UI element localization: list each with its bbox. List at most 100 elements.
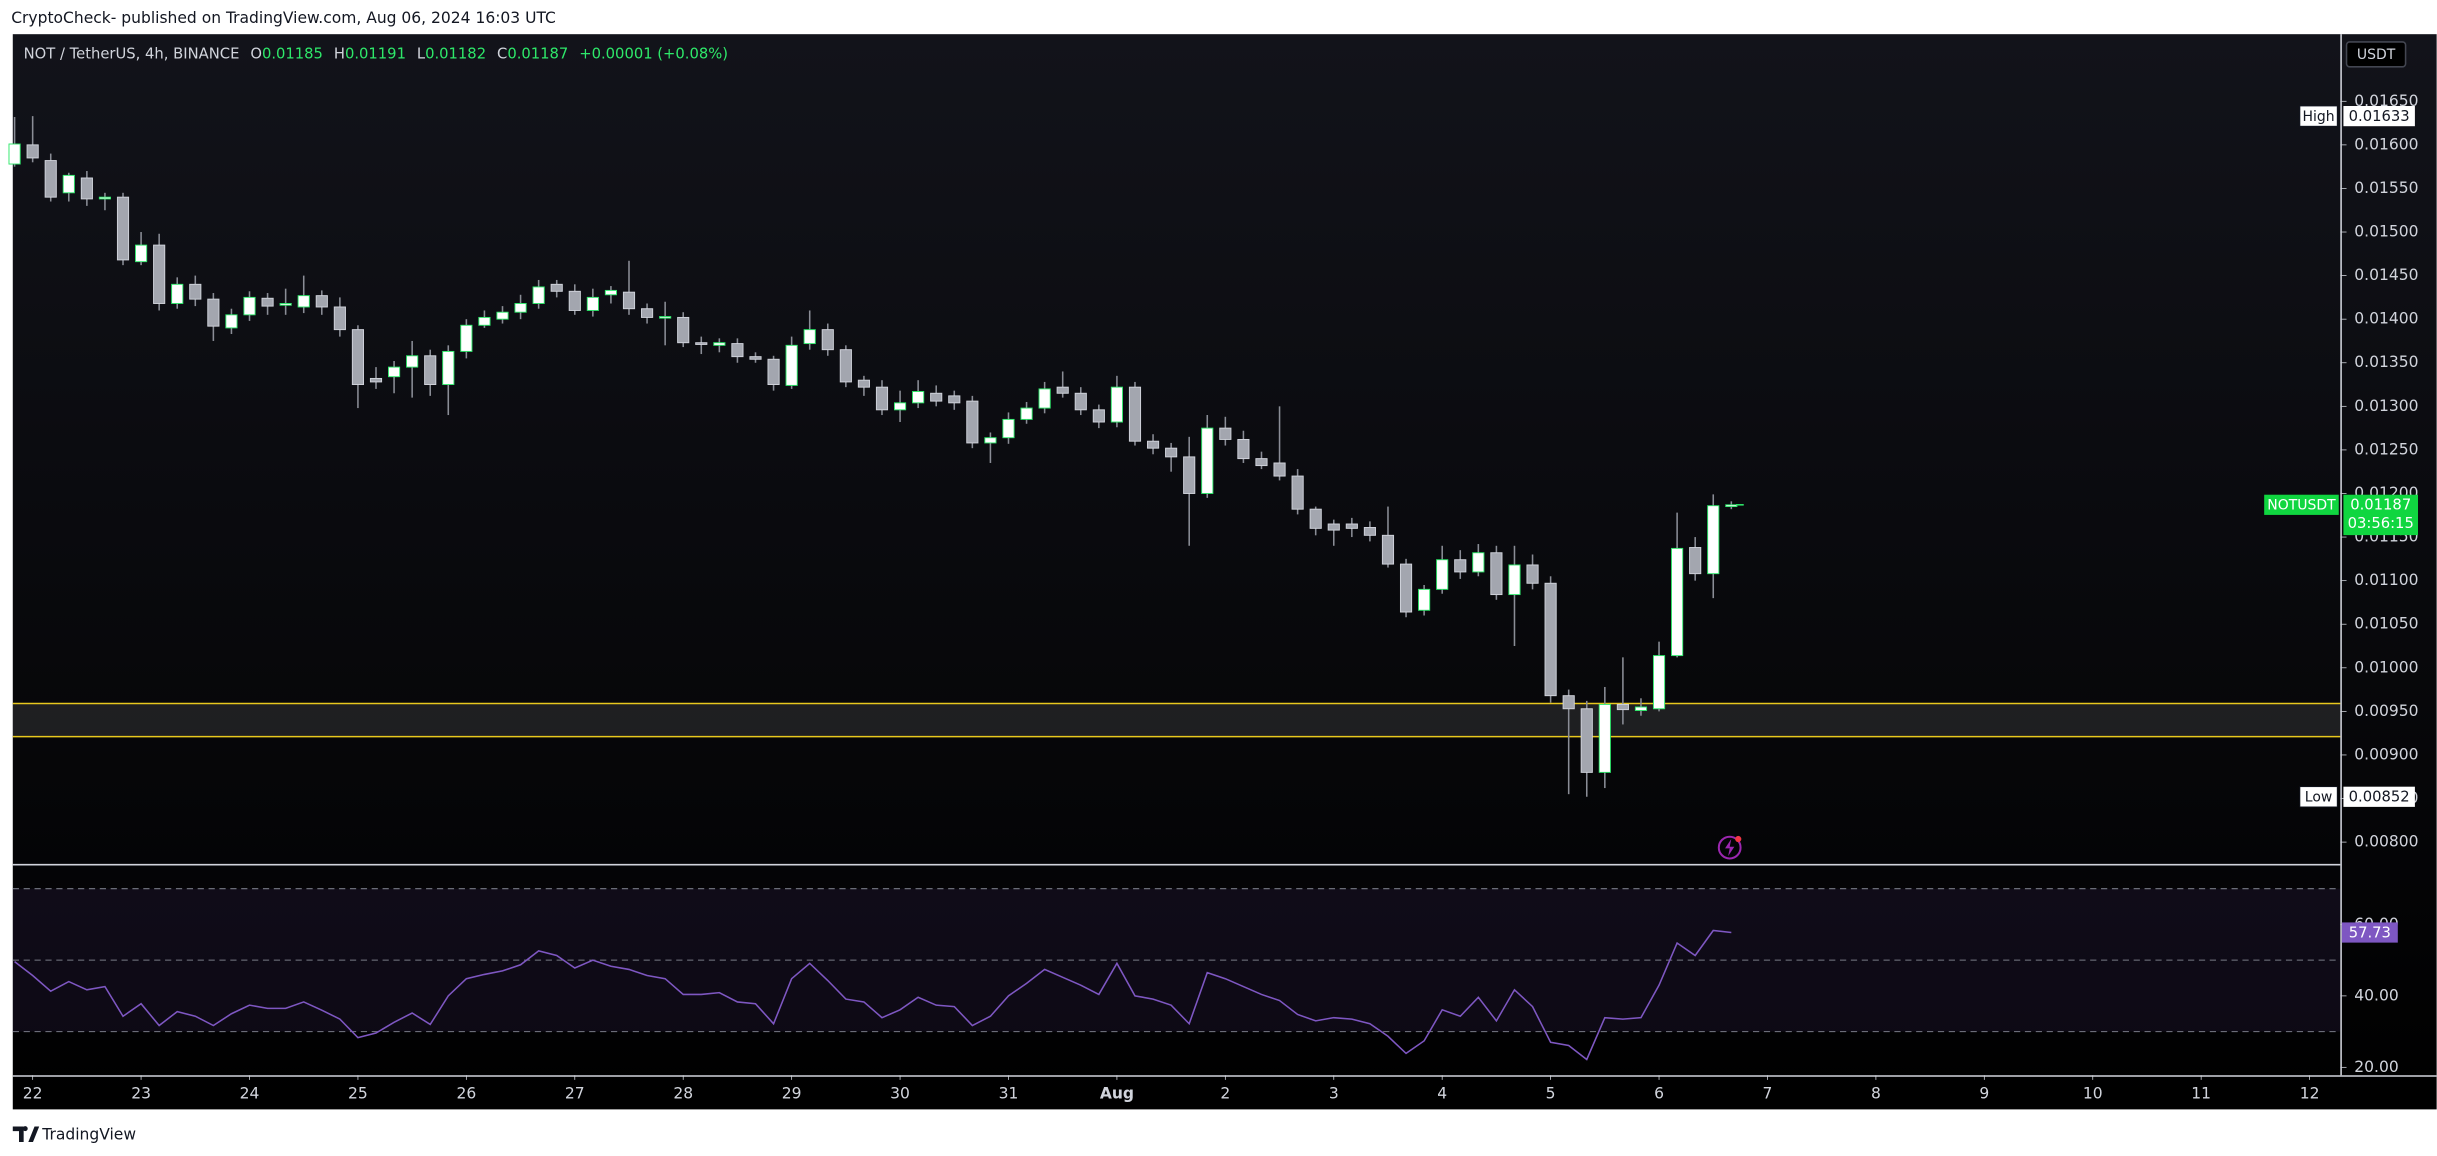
candle-body	[767, 358, 780, 386]
candle-body	[1363, 527, 1376, 536]
candle-body	[1418, 588, 1431, 611]
y-tick-label: 0.01050	[2354, 615, 2418, 633]
candle-body	[604, 289, 617, 296]
countdown: 03:56:15	[2348, 515, 2414, 532]
badge-value-box	[2343, 786, 2415, 807]
last-price: 0.01187	[2350, 497, 2411, 514]
candle-body	[1652, 655, 1666, 710]
high-value: 0.01191	[345, 45, 406, 62]
candle-body	[1725, 504, 1738, 508]
candle-body	[785, 344, 798, 386]
x-tick-label: 25	[348, 1084, 368, 1102]
candle-body	[659, 316, 672, 319]
badge-label-box	[2299, 786, 2338, 808]
candle-body	[315, 295, 328, 308]
candle-body	[478, 316, 491, 326]
x-tick-label: 5	[1546, 1084, 1556, 1102]
candle-body	[677, 316, 690, 344]
x-tick-label: 12	[2300, 1084, 2320, 1102]
ticker: NOTUSDT	[2267, 498, 2336, 514]
events-dot	[1735, 835, 1742, 843]
y-tick-label: 0.01550	[2354, 179, 2418, 197]
x-tick-label: 6	[1654, 1084, 1664, 1102]
open-value: 0.01185	[262, 45, 323, 62]
footer-brand: TradingView	[41, 1126, 136, 1144]
published-note: CryptoCheck- published on TradingView.co…	[11, 9, 556, 27]
currency-box[interactable]	[2345, 41, 2407, 68]
x-tick-label: 4	[1437, 1084, 1447, 1102]
candle-body	[1436, 559, 1449, 590]
candle-body	[1526, 564, 1539, 584]
candle-body	[8, 143, 21, 165]
candle-body	[857, 379, 870, 388]
events-icon-bolt	[1725, 839, 1735, 857]
candle-body	[984, 437, 997, 444]
candle-body	[1508, 564, 1521, 596]
last-price-box	[2343, 494, 2419, 536]
candle-body	[1056, 386, 1069, 394]
candle-body	[1454, 559, 1467, 573]
candle-body	[713, 342, 726, 346]
badge-label: Low	[2305, 790, 2333, 806]
y-tick-label: 0.01650	[2354, 92, 2418, 110]
x-tick-label: 28	[673, 1084, 693, 1102]
x-tick-label: 24	[240, 1084, 260, 1102]
plot	[8, 116, 2341, 1061]
y-tick-label: 0.01600	[2354, 135, 2418, 153]
candle-body	[1707, 505, 1720, 575]
ticker-box	[2264, 494, 2339, 515]
candle-body	[1183, 456, 1196, 494]
candle-body	[568, 290, 581, 311]
candle-body	[442, 350, 455, 386]
candle-body	[171, 283, 184, 304]
badges: High 0.01633 Low 0.00852 NOTUSDT 0.0118703:56…	[1735, 105, 2419, 943]
candle-body	[839, 349, 852, 383]
candle-body	[496, 311, 509, 320]
candle-body	[749, 356, 762, 360]
candle-body	[1544, 582, 1557, 697]
chart-background	[12, 34, 2437, 1110]
x-tick-label: 22	[23, 1084, 43, 1102]
candle-body	[1092, 409, 1105, 423]
y-tick-label: 0.00950	[2354, 702, 2418, 720]
candle-body	[297, 295, 310, 308]
x-tick-label: 3	[1329, 1084, 1339, 1102]
candle-body	[98, 196, 112, 200]
candle-body	[641, 308, 654, 318]
candle-body	[930, 392, 943, 402]
candle-body	[966, 400, 979, 444]
candle-body	[62, 174, 75, 194]
rsi-tick-label: 20.00	[2354, 1058, 2398, 1076]
candle-body	[1345, 523, 1358, 529]
candle-body	[1616, 703, 1629, 711]
candle-body	[695, 342, 708, 345]
ohlc-label: C	[497, 45, 507, 62]
rsi-tick-label: 40.00	[2354, 986, 2398, 1004]
events-icon[interactable]	[1717, 835, 1742, 860]
candle-body	[388, 366, 401, 378]
candle-body	[1634, 706, 1648, 711]
low-value: 0.01182	[425, 45, 486, 62]
candle-body	[1074, 392, 1087, 411]
candle-body	[731, 343, 744, 358]
candle-body	[26, 144, 39, 159]
candle-body	[1472, 552, 1485, 573]
candle-body	[1110, 386, 1123, 423]
y-tick-label: 0.01000	[2354, 658, 2418, 676]
symbol-legend: NOT / TetherUS, 4h, BINANCE O0.01185 H0.…	[24, 45, 728, 62]
candle-body	[189, 283, 202, 300]
candle-body	[1146, 440, 1160, 449]
ohlc-label: O	[250, 45, 262, 62]
candle-body	[803, 329, 816, 345]
candle-body	[1490, 552, 1503, 596]
x-tick-label: 9	[1979, 1084, 1989, 1102]
candle-body	[875, 386, 889, 411]
candle-body	[948, 395, 961, 404]
y-tick-label: 0.01500	[2354, 223, 2418, 241]
candle-body	[369, 377, 383, 383]
candle-body	[821, 329, 834, 351]
candle-body	[261, 297, 274, 307]
candle-body	[1580, 708, 1593, 773]
